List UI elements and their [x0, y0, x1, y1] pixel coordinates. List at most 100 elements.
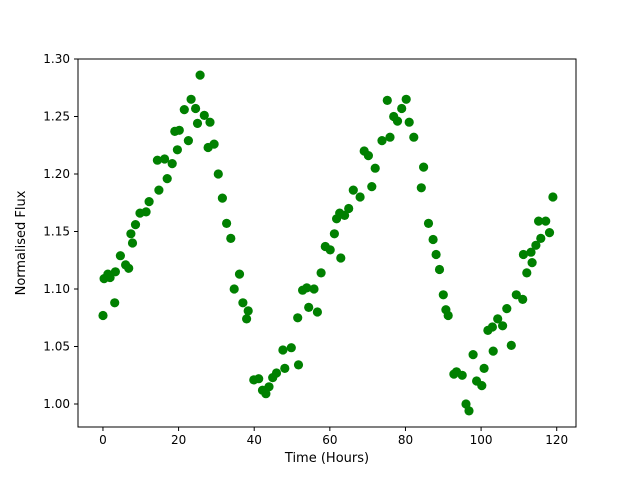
data-point: [110, 267, 120, 277]
data-point: [213, 169, 223, 179]
data-point: [243, 306, 253, 316]
data-point: [183, 136, 193, 146]
x-tick-label: 80: [398, 433, 413, 447]
data-point: [191, 103, 201, 114]
data-point: [428, 234, 438, 245]
data-point: [309, 284, 319, 294]
data-point: [192, 118, 203, 128]
data-point: [312, 307, 322, 317]
data-point: [392, 116, 403, 126]
data-points-group: [98, 70, 558, 416]
data-point: [167, 159, 177, 169]
data-point: [229, 284, 239, 294]
data-point: [377, 136, 387, 146]
data-point: [195, 70, 205, 80]
data-point: [522, 268, 532, 278]
y-tick-label: 1.05: [43, 340, 70, 354]
data-point: [238, 298, 248, 308]
data-point: [355, 192, 365, 202]
x-tick-label: 60: [322, 433, 337, 447]
data-point: [144, 197, 154, 207]
data-point: [498, 321, 508, 331]
data-point: [271, 368, 282, 378]
data-point: [493, 314, 503, 324]
data-point: [209, 139, 219, 149]
data-point: [348, 185, 358, 195]
x-axis-label: Time (Hours): [284, 451, 369, 466]
data-point: [502, 304, 512, 314]
data-point: [264, 382, 274, 392]
data-point: [302, 283, 312, 293]
data-point: [293, 313, 303, 323]
data-point: [141, 207, 151, 217]
y-tick-label: 1.20: [43, 167, 70, 181]
data-point: [367, 182, 377, 192]
y-tick-label: 1.15: [43, 225, 70, 239]
data-point: [130, 220, 141, 230]
data-point: [385, 132, 395, 142]
data-point: [404, 117, 414, 127]
x-tick-label: 120: [545, 433, 568, 447]
data-point: [477, 381, 487, 391]
data-point: [423, 218, 434, 228]
data-point: [316, 268, 326, 278]
x-axis-ticks: 0 20 40 60 80 100 120: [99, 427, 568, 447]
data-point: [526, 247, 536, 257]
data-point: [199, 110, 209, 120]
y-axis-label: Normalised Flux: [14, 190, 29, 295]
data-point: [461, 399, 471, 409]
x-tick-label: 20: [171, 433, 186, 447]
data-point: [506, 340, 516, 350]
data-point: [174, 125, 184, 135]
x-tick-label: 100: [470, 433, 493, 447]
data-point: [217, 193, 227, 203]
axes-frame: [77, 58, 577, 428]
data-point: [541, 216, 551, 226]
data-point: [479, 363, 489, 373]
data-point: [443, 310, 453, 321]
y-tick-label: 1.30: [43, 52, 70, 66]
data-point: [401, 94, 411, 104]
data-point: [278, 345, 288, 355]
data-point: [98, 310, 108, 321]
data-point: [280, 363, 290, 373]
data-point: [534, 216, 544, 226]
data-point: [329, 229, 339, 239]
data-point: [340, 210, 350, 220]
data-point: [382, 95, 392, 105]
data-point: [431, 249, 441, 260]
data-point: [518, 294, 528, 304]
data-point: [152, 155, 162, 165]
data-point: [363, 151, 373, 161]
data-point: [127, 238, 138, 248]
data-point: [124, 263, 134, 273]
data-point: [536, 233, 546, 243]
data-point: [344, 203, 354, 214]
data-point: [488, 346, 498, 356]
data-point: [457, 370, 467, 380]
y-tick-label: 1.10: [43, 282, 70, 296]
data-point: [468, 350, 478, 360]
data-point: [254, 374, 264, 384]
data-point: [115, 251, 125, 261]
data-point: [110, 298, 120, 308]
data-point: [286, 343, 296, 353]
data-point: [162, 174, 172, 184]
y-tick-label: 1.25: [43, 110, 70, 124]
data-point: [416, 183, 426, 193]
data-point: [160, 154, 170, 164]
data-point: [370, 163, 380, 173]
data-point: [434, 264, 445, 275]
y-tick-label: 1.00: [43, 397, 70, 411]
data-point: [205, 117, 215, 127]
data-point: [172, 145, 182, 155]
data-point: [304, 302, 314, 312]
data-point: [126, 229, 136, 239]
data-point: [336, 253, 346, 263]
data-point: [179, 105, 189, 115]
data-point: [544, 228, 555, 238]
data-point: [226, 233, 236, 243]
x-tick-label: 0: [99, 433, 107, 447]
